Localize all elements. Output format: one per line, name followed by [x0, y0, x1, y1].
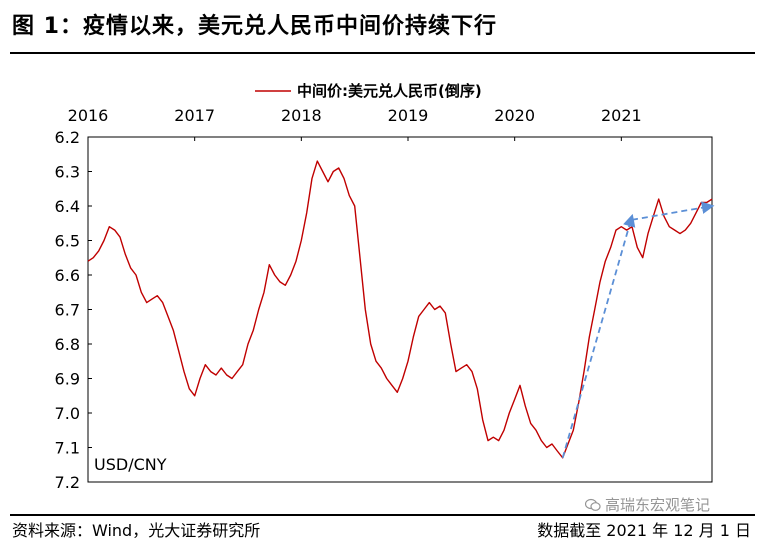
- y-tick-label: 6.8: [55, 335, 80, 354]
- y-tick-label: 6.3: [55, 163, 80, 182]
- series-line: [87, 160, 713, 459]
- series-layer: [87, 160, 713, 459]
- y-tick-label: 6.9: [55, 370, 80, 389]
- y-tick-label: 6.2: [55, 128, 80, 147]
- chart-legend: 中间价:美元兑人民币(倒序): [255, 82, 482, 100]
- x-tick-label: 2019: [388, 106, 429, 125]
- data-cutoff-note: 数据截至 2021 年 12 月 1 日: [537, 521, 751, 540]
- watermark: 高瑞东宏观笔记: [585, 494, 710, 515]
- y-tick-label: 6.6: [55, 266, 80, 285]
- x-tick-label: 2021: [601, 106, 642, 125]
- y-tick-label: 7.1: [55, 439, 80, 458]
- source-note: 资料来源：Wind，光大证券研究所: [12, 521, 261, 540]
- y-tick-label: 7.0: [55, 404, 80, 423]
- footer-divider: [10, 514, 755, 516]
- x-axis-ticks: 2016 2017 2018 2019 2020 2021: [68, 106, 642, 141]
- x-tick-label: 2016: [68, 106, 109, 125]
- trend-arrow: [561, 213, 636, 459]
- wechat-icon: [585, 498, 601, 511]
- watermark-text: 高瑞东宏观笔记: [605, 496, 711, 514]
- trend-arrow: [631, 201, 715, 221]
- y-tick-label: 6.4: [55, 197, 80, 216]
- page-title: 图 1：疫情以来，美元兑人民币中间价持续下行: [12, 14, 497, 39]
- x-tick-label: 2020: [494, 106, 535, 125]
- y-tick-label: 7.2: [55, 473, 80, 492]
- annotation-layer: [561, 201, 715, 459]
- x-tick-label: 2017: [174, 106, 215, 125]
- y-tick-label: 6.5: [55, 232, 80, 251]
- plot-frame: [87, 136, 713, 483]
- y-axis-ticks: 6.2 6.3 6.4 6.5 6.6 6.7 6.8 6.9 7.0 7.1 7.2: [55, 128, 92, 492]
- x-tick-label: 2018: [281, 106, 322, 125]
- y-tick-label: 6.7: [55, 301, 80, 320]
- y-unit-label: USD/CNY: [94, 455, 167, 474]
- legend-label: 中间价:美元兑人民币(倒序): [297, 82, 482, 100]
- title-divider: [10, 52, 755, 54]
